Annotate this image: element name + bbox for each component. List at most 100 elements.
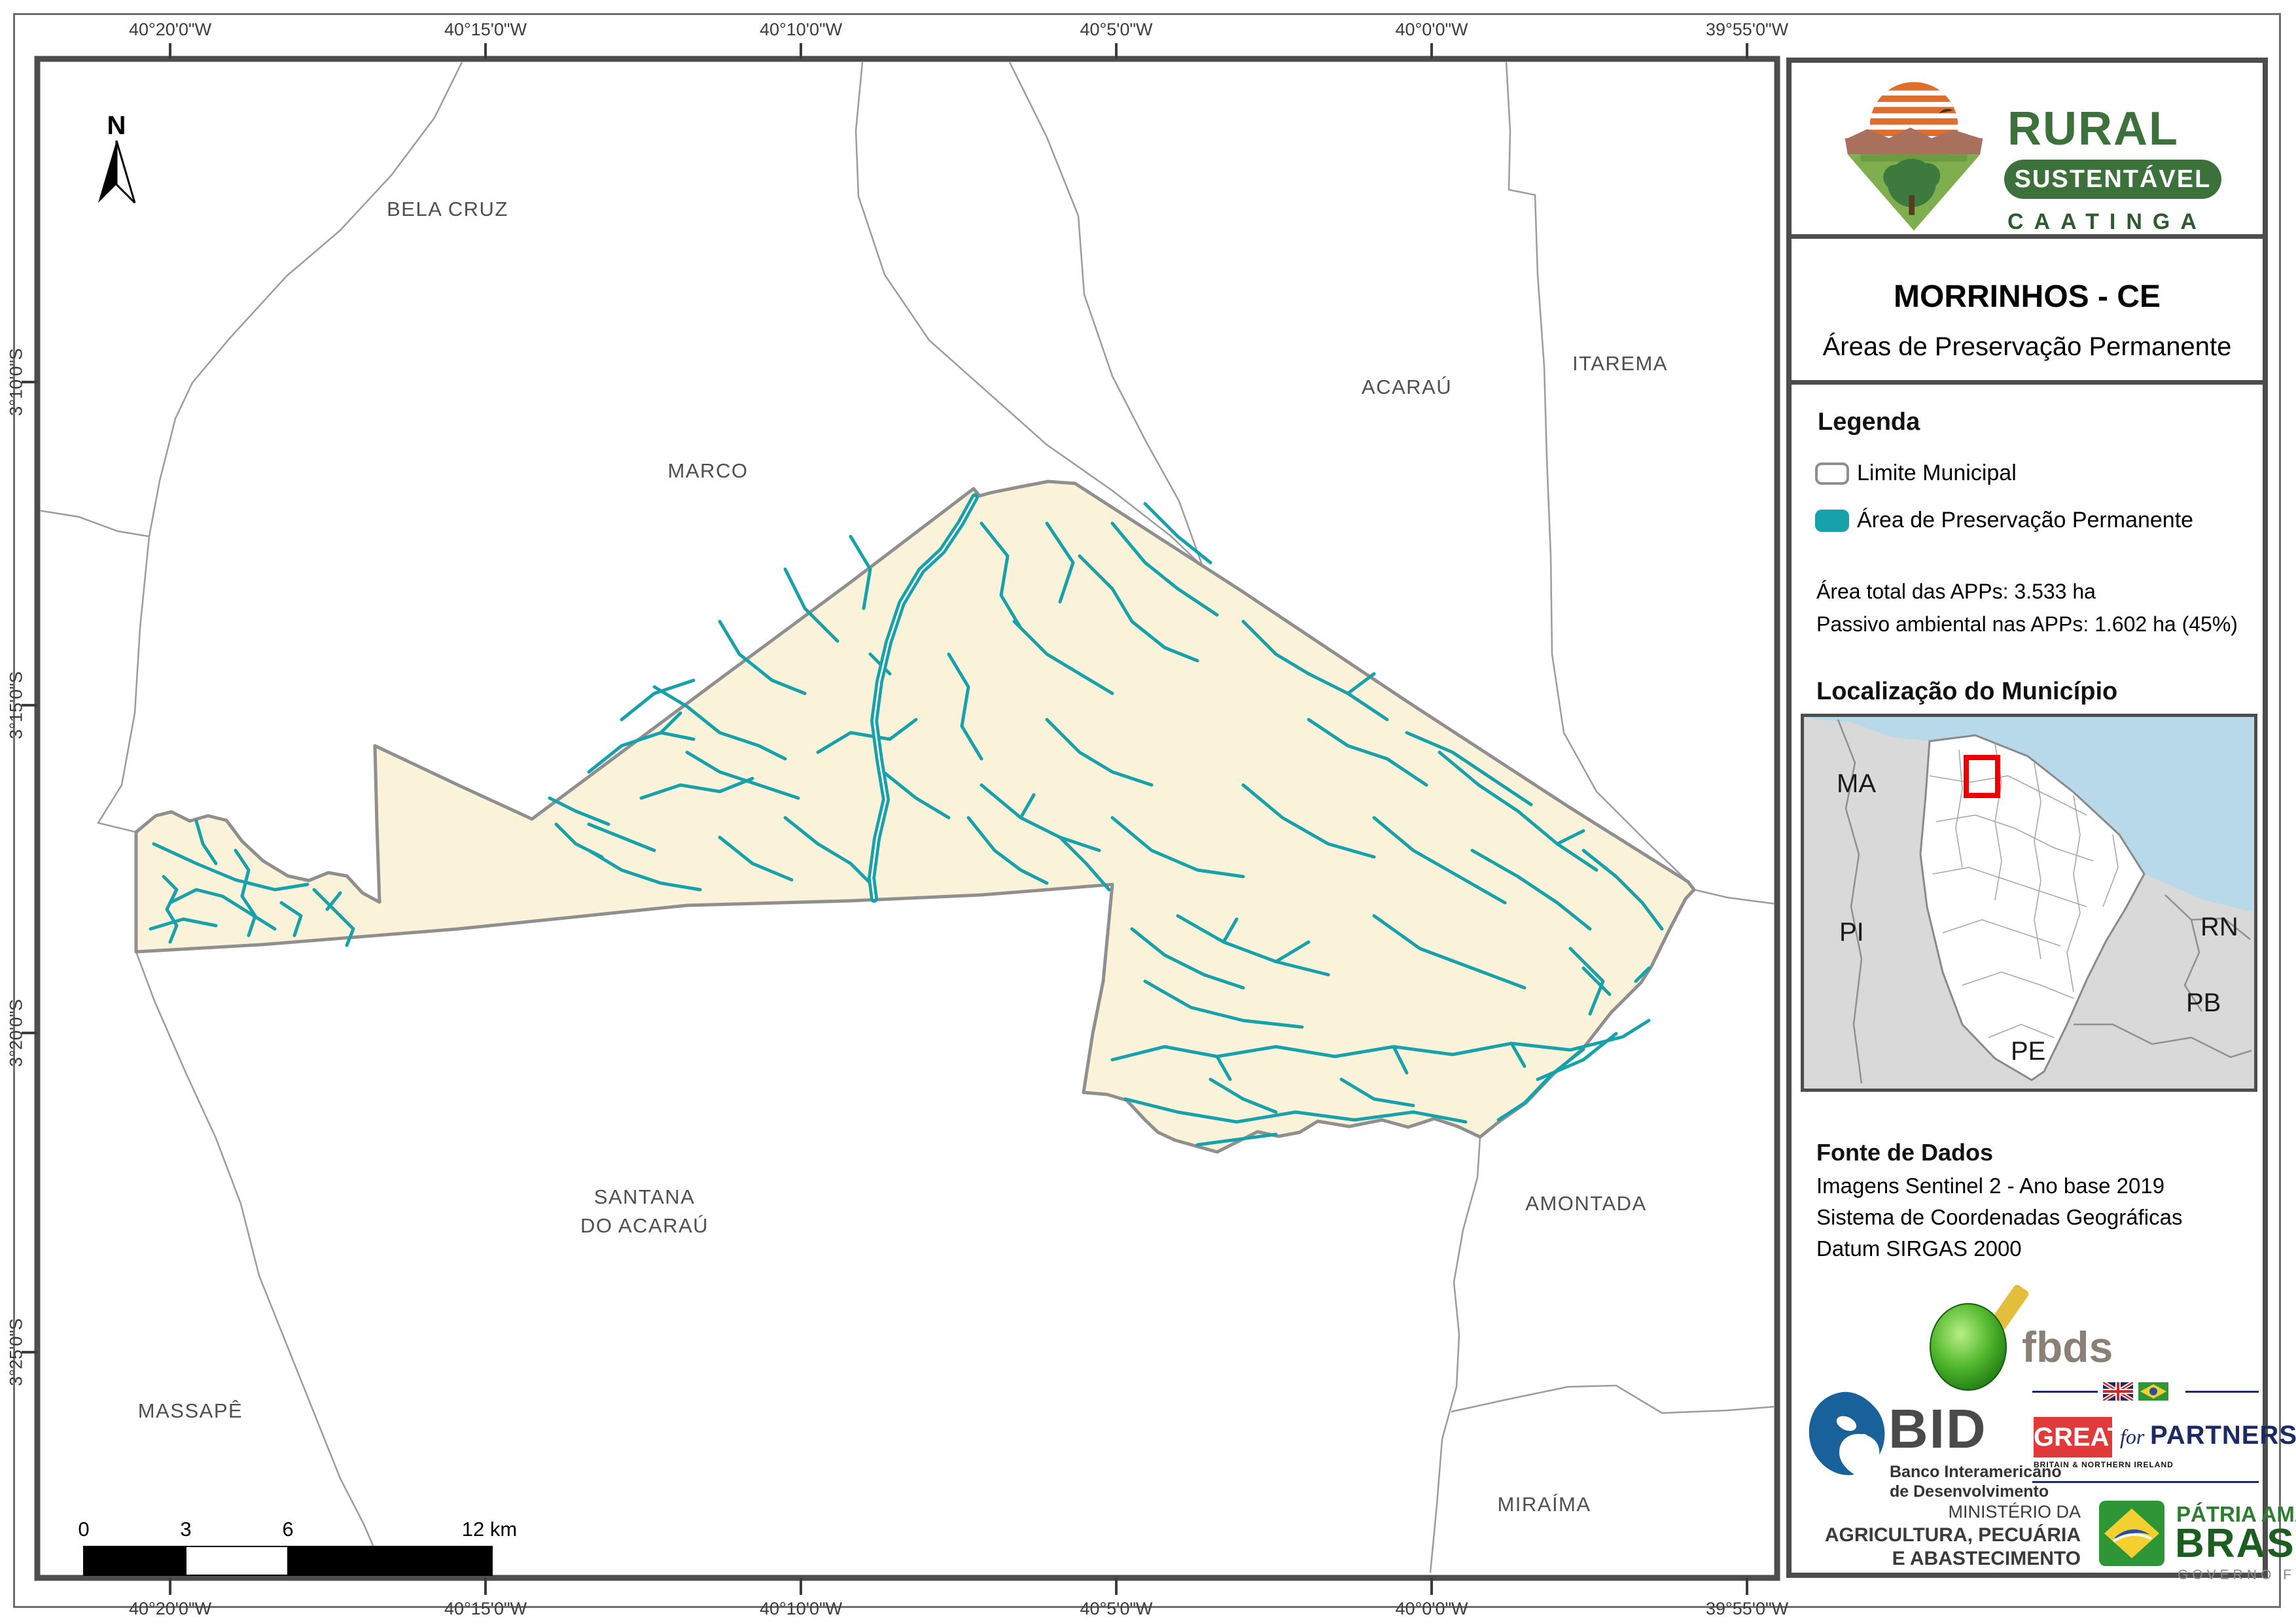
main-river-centerline	[870, 497, 976, 899]
app-stream	[152, 842, 309, 892]
axis-tick-top	[1430, 43, 1433, 59]
app-stream	[1372, 914, 1527, 990]
app-stream	[279, 901, 303, 937]
app-stream	[1510, 1041, 1527, 1068]
legend-swatch-limite-municipal	[1815, 462, 1849, 485]
scale-bar-label: 12 km	[462, 1518, 517, 1541]
inset-state-label: PB	[2186, 988, 2221, 1017]
axis-tick-top	[169, 43, 171, 59]
app-stream	[1143, 502, 1212, 565]
locator-inset-canvas: MA PI RN PB PE	[1804, 717, 2254, 1089]
app-stream	[548, 796, 610, 826]
app-stream	[966, 816, 1049, 885]
place-label: MASSAPÊ	[137, 1399, 243, 1422]
scale-bar-segment	[287, 1546, 493, 1576]
app-stream	[149, 917, 218, 931]
app-stream	[1496, 1047, 1585, 1122]
axis-tick-left	[22, 704, 37, 707]
axis-tick-left	[22, 1351, 37, 1353]
app-stream	[162, 875, 179, 944]
place-label: SANTANA	[593, 1185, 696, 1208]
app-stream	[685, 750, 800, 800]
legend-swatch-app	[1815, 509, 1849, 532]
app-stream	[1209, 1077, 1278, 1114]
great-rule-right	[2185, 1391, 2259, 1393]
localization-heading: Localização do Município	[1816, 678, 2118, 705]
rural-logo-wordmark: RURAL	[2007, 103, 2179, 155]
place-label: AMONTADA	[1525, 1192, 1647, 1215]
app-stream	[1143, 979, 1304, 1029]
scale-bar-segment	[185, 1546, 289, 1576]
north-arrow-left-half	[98, 141, 116, 203]
brazil-flag-icon	[2138, 1382, 2168, 1401]
app-stream	[1568, 947, 1605, 1016]
patria-amada-text: PÁTRIA AMADA	[2176, 1502, 2296, 1526]
scale-bar-label: 3	[180, 1518, 191, 1541]
app-stream	[849, 534, 872, 610]
axis-tick-top	[484, 43, 487, 59]
app-stream	[639, 777, 754, 800]
neighbor-boundary-line	[41, 510, 150, 538]
map-title: MORRINHOS - CE	[1894, 279, 2161, 314]
great-logo-box: GREAT	[2034, 1417, 2123, 1457]
app-stream	[1241, 783, 1376, 859]
app-stream	[1634, 966, 1651, 983]
axis-tick-bottom	[169, 1578, 171, 1595]
inset-state-boundary	[2164, 894, 2251, 940]
app-stream	[1222, 917, 1239, 944]
axis-tick-top	[1746, 43, 1748, 59]
panel-divider	[1792, 234, 2263, 239]
rural-logo-caatinga: CAATINGA	[2007, 209, 2207, 234]
legend-item-limite: Limite Municipal	[1815, 461, 2017, 486]
app-stream	[1195, 1132, 1278, 1147]
panel-divider	[1792, 380, 2263, 385]
inset-state-label: PE	[2011, 1037, 2045, 1066]
app-stream	[659, 711, 682, 735]
map-content-group	[41, 62, 1774, 1573]
app-stream	[1392, 1045, 1409, 1075]
inset-state-label: MA	[1837, 769, 1876, 798]
app-stream	[783, 567, 839, 643]
axis-tick-bottom	[1430, 1578, 1433, 1595]
app-stream	[783, 816, 872, 885]
app-stream	[1581, 848, 1664, 931]
inset-state-label: RN	[2200, 913, 2238, 941]
uk-flag-icon	[2103, 1382, 2133, 1401]
app-stream	[325, 891, 342, 911]
legend-label: Limite Municipal	[1857, 461, 2017, 485]
rural-logo-icon	[1845, 82, 1983, 231]
app-stream	[1012, 620, 1114, 695]
place-label: ITAREMA	[1572, 352, 1668, 375]
scale-bar-segment	[83, 1546, 186, 1576]
app-stream	[1372, 816, 1507, 905]
great-logo-for: for	[2120, 1425, 2145, 1448]
axis-label-top: 40°0'0"W	[1395, 20, 1468, 39]
neighbor-boundary-line	[1429, 1136, 1481, 1573]
app-stream	[1130, 927, 1245, 990]
bid-logo-icon	[1809, 1391, 1885, 1475]
bid-logo-subtext: Banco Interamericano	[1890, 1463, 2062, 1481]
app-stream	[1581, 966, 1612, 996]
legend-item-app: Área de Preservação Permanente	[1815, 508, 2193, 533]
neighbor-boundary-line	[1008, 62, 1204, 567]
app-stream	[1339, 1077, 1415, 1108]
north-arrow: N	[98, 111, 136, 204]
inset-municipality-line	[2066, 795, 2081, 992]
axis-label-top: 40°5'0"W	[1080, 20, 1153, 39]
app-stream	[980, 783, 1101, 852]
app-stream	[1110, 587, 1199, 663]
fbds-logo-wordmark: fbds	[2022, 1323, 2113, 1371]
app-stream	[168, 888, 277, 931]
north-arrow-label: N	[107, 111, 126, 140]
fbds-logo-icon	[1930, 1285, 2029, 1391]
axis-label-top: 40°20'0"W	[128, 20, 212, 39]
axis-label-top: 40°10'0"W	[759, 20, 843, 39]
axis-tick-bottom	[1115, 1578, 1118, 1595]
app-stream	[1045, 718, 1154, 787]
neighbor-boundary-line	[97, 62, 463, 833]
great-rule-left	[2032, 1391, 2098, 1393]
inset-municipality-line	[1988, 1024, 2055, 1038]
neighbor-boundary-line	[1693, 888, 1774, 905]
app-stream	[587, 822, 656, 852]
inset-state-boundary	[2074, 1023, 2252, 1058]
